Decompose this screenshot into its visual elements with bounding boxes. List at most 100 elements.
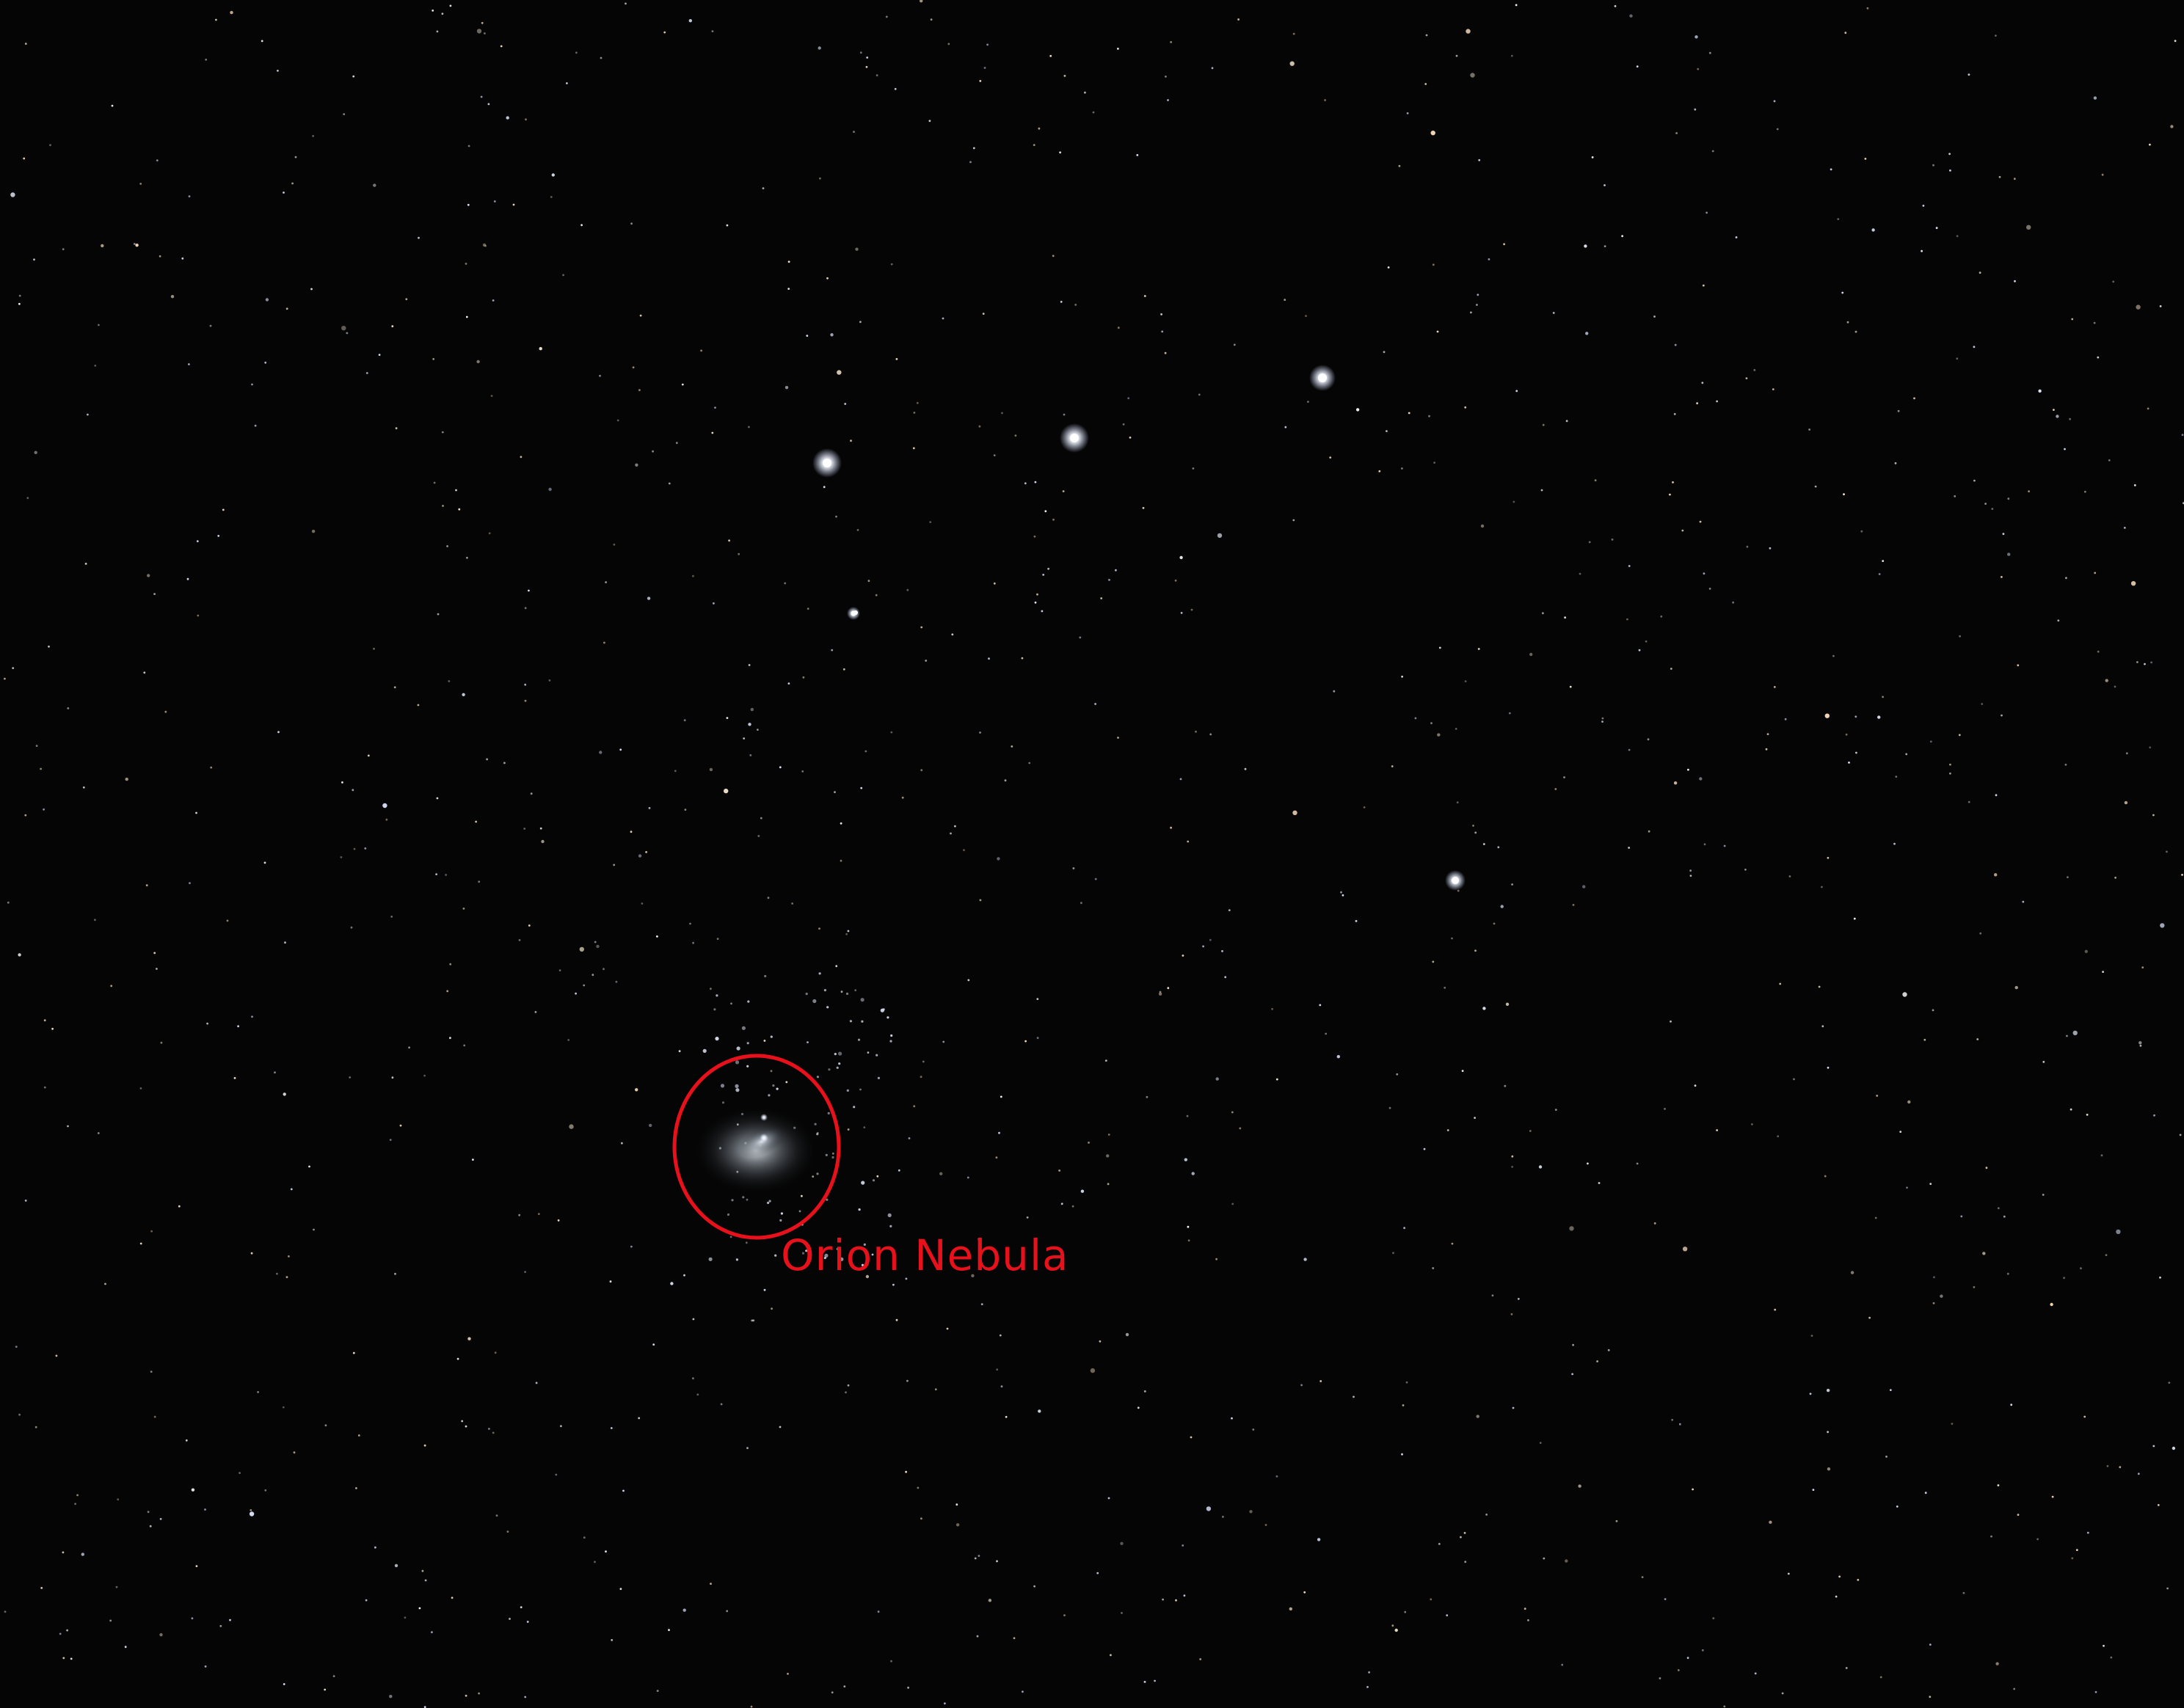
faint-star	[249, 1511, 255, 1517]
faint-star	[1824, 1175, 1827, 1178]
faint-star	[530, 792, 533, 795]
faint-star	[1275, 1475, 1278, 1478]
faint-star	[1143, 1681, 1146, 1683]
faint-star	[341, 781, 343, 784]
faint-star	[1011, 745, 1013, 748]
faint-star	[43, 1086, 46, 1089]
faint-star	[1604, 245, 1606, 247]
faint-star	[1033, 535, 1036, 538]
faint-star	[823, 1257, 826, 1260]
faint-star	[1701, 1649, 1704, 1652]
faint-star	[831, 649, 834, 652]
faint-star	[67, 1125, 69, 1128]
faint-star	[611, 1639, 614, 1641]
faint-star	[735, 1088, 740, 1092]
faint-star	[826, 1198, 829, 1201]
faint-star	[825, 1153, 828, 1156]
faint-star	[890, 731, 893, 734]
faint-star	[1958, 734, 1961, 737]
faint-star	[2014, 280, 2016, 282]
faint-star	[683, 719, 686, 722]
faint-star	[860, 787, 863, 789]
faint-star	[996, 1368, 999, 1371]
faint-star	[189, 882, 191, 885]
faint-star	[613, 864, 616, 866]
faint-star	[1391, 1624, 1394, 1627]
faint-star	[1826, 1388, 1830, 1393]
faint-star	[48, 645, 50, 648]
faint-star	[465, 1425, 467, 1428]
faint-star	[802, 676, 805, 679]
faint-star	[860, 998, 864, 1002]
faint-star	[1542, 612, 1544, 615]
faint-star	[621, 1142, 623, 1145]
faint-star	[1830, 168, 1832, 171]
faint-star	[1781, 1692, 1784, 1695]
faint-star	[1997, 1484, 2000, 1486]
faint-star	[1036, 998, 1039, 1000]
faint-star	[600, 56, 603, 59]
faint-star	[1604, 184, 1606, 186]
faint-star	[1845, 1667, 1848, 1669]
faint-star	[1543, 1557, 1546, 1560]
faint-star	[652, 1343, 655, 1346]
faint-star	[1146, 1095, 1149, 1098]
faint-star	[864, 750, 867, 753]
faint-star	[877, 1610, 880, 1613]
faint-star	[353, 847, 356, 850]
faint-star	[2053, 409, 2055, 411]
faint-star	[2063, 1277, 2066, 1280]
faint-star	[716, 938, 719, 940]
faint-star	[1636, 1162, 1639, 1165]
faint-star	[490, 395, 493, 397]
faint-star	[1183, 1594, 1186, 1597]
faint-star	[2106, 1464, 2109, 1467]
faint-star	[463, 1044, 466, 1047]
faint-star	[2067, 876, 2069, 878]
faint-star	[1995, 794, 1998, 797]
faint-star	[523, 828, 526, 830]
faint-star	[830, 333, 834, 337]
faint-star	[1107, 1183, 1110, 1186]
faint-star	[1231, 1202, 1234, 1205]
faint-star	[33, 258, 35, 261]
faint-star	[1425, 34, 1428, 37]
faint-star	[1703, 843, 1706, 846]
orion-nebula	[696, 1108, 816, 1193]
faint-star	[1659, 1677, 1661, 1679]
faint-star	[2036, 1538, 2039, 1541]
faint-star	[2094, 572, 2097, 574]
faint-star	[801, 770, 804, 773]
faint-star	[1979, 932, 1982, 935]
faint-star	[229, 1618, 231, 1621]
faint-star	[1893, 842, 1896, 845]
faint-star	[2051, 1495, 2054, 1498]
faint-star	[1044, 510, 1047, 513]
faint-star	[1601, 720, 1604, 723]
faint-star	[920, 1517, 922, 1520]
faint-star	[293, 1451, 296, 1454]
faint-star	[834, 791, 836, 793]
faint-star	[711, 431, 714, 434]
faint-star	[1478, 158, 1481, 161]
faint-star	[1854, 330, 1857, 333]
faint-star	[1517, 1298, 1520, 1300]
faint-star	[70, 1657, 73, 1660]
faint-star	[1464, 680, 1467, 682]
faint-star	[2003, 1215, 2006, 1218]
faint-star	[998, 1131, 1000, 1134]
annotation-circle	[672, 1054, 841, 1240]
faint-star	[462, 908, 465, 910]
faint-star	[845, 992, 849, 996]
faint-star	[1932, 164, 1934, 167]
faint-star	[10, 192, 15, 197]
faint-star	[603, 641, 605, 644]
faint-star	[432, 358, 435, 360]
faint-star	[1228, 909, 1231, 911]
faint-star	[1949, 763, 1951, 766]
faint-star	[2137, 1472, 2140, 1475]
faint-star	[603, 968, 605, 971]
faint-star	[1929, 1696, 1932, 1698]
faint-star	[393, 686, 396, 689]
faint-star	[838, 1062, 841, 1065]
